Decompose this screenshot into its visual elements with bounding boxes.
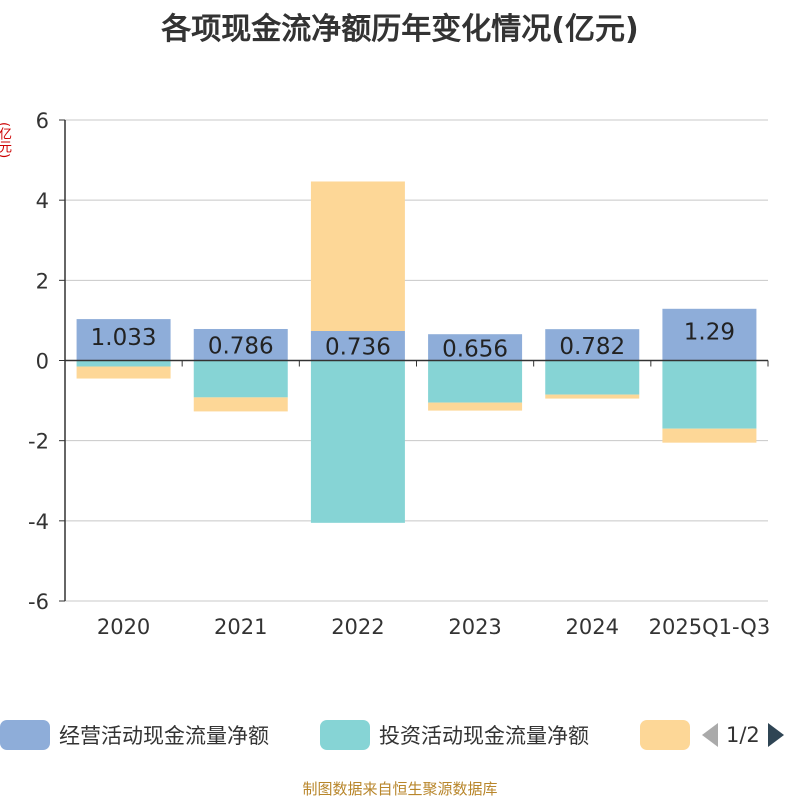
legend-item-operating[interactable]: 经营活动现金流量净额 (0, 718, 269, 752)
legend-swatch-operating (0, 720, 50, 750)
data-label: 1.29 (684, 320, 735, 346)
bar-investing-2022[interactable] (310, 360, 405, 523)
bar-financing-2022[interactable] (310, 181, 405, 331)
bar-investing-2024[interactable] (545, 360, 640, 395)
y-tick-label: 2 (36, 269, 49, 293)
y-tick-label: -4 (28, 510, 49, 534)
y-tick-label: 6 (36, 109, 49, 133)
legend-item-financing[interactable] (640, 718, 690, 752)
bar-operating-2025Q1-Q3[interactable] (662, 308, 757, 361)
y-tick-label: 0 (36, 350, 49, 374)
bar-financing-2020[interactable] (76, 366, 171, 379)
data-label: 0.736 (325, 335, 391, 361)
chart-title: 各项现金流净额历年变化情况(亿元) (161, 12, 639, 47)
bar-operating-2021[interactable] (193, 328, 288, 361)
legend-prev-page-icon[interactable] (700, 721, 720, 749)
bar-financing-2024[interactable] (545, 394, 640, 399)
bar-investing-2025Q1-Q3[interactable] (662, 360, 757, 429)
legend-label-investing: 投资活动现金流量净额 (379, 724, 589, 748)
legend-item-investing[interactable]: 投资活动现金流量净额 (320, 718, 589, 752)
bar-financing-2021[interactable] (193, 397, 288, 412)
bar-operating-2020[interactable] (76, 319, 171, 361)
bar-operating-2024[interactable] (545, 329, 640, 361)
legend-label-operating: 经营活动现金流量净额 (59, 724, 269, 748)
stacked-bar-chart: 6 4 2 0 -2 -4 -6 1.033 2020 0.786 2021 0.736 2022 0.6… (28, 109, 771, 639)
x-tick-label: 2023 (448, 615, 501, 639)
bar-financing-2025Q1-Q3[interactable] (662, 428, 757, 443)
x-tick-label: 2022 (331, 615, 384, 639)
y-tick-label: -2 (28, 430, 49, 454)
bar-financing-2023[interactable] (428, 402, 523, 411)
x-tick-label: 2021 (214, 615, 267, 639)
bar-investing-2020[interactable] (76, 360, 171, 367)
y-tick-label: -6 (28, 590, 49, 614)
x-tick-label: 2025Q1-Q3 (649, 615, 771, 639)
y-tick-label: 4 (36, 189, 49, 213)
legend-pager: 1/2 (700, 718, 786, 752)
data-source-note: 制图数据来自恒生聚源数据库 (302, 780, 498, 798)
legend-page-indicator: 1/2 (726, 723, 760, 747)
x-tick-label: 2020 (97, 615, 150, 639)
legend-next-page-icon[interactable] (766, 721, 786, 749)
y-axis-unit: (亿元) (0, 122, 11, 159)
legend: 经营活动现金流量净额 投资活动现金流量净额 1/2 (0, 718, 800, 752)
legend-swatch-financing (640, 720, 690, 750)
legend-swatch-investing (320, 720, 370, 750)
data-label: 0.782 (559, 334, 625, 360)
data-label: 1.033 (91, 325, 157, 351)
bar-investing-2021[interactable] (193, 360, 288, 398)
bar-operating-2023[interactable] (428, 334, 523, 361)
bar-operating-2022[interactable] (310, 330, 405, 361)
x-tick-label: 2024 (566, 615, 619, 639)
data-label: 0.786 (208, 334, 274, 360)
data-label: 0.656 (442, 336, 508, 362)
bar-investing-2023[interactable] (428, 360, 523, 403)
